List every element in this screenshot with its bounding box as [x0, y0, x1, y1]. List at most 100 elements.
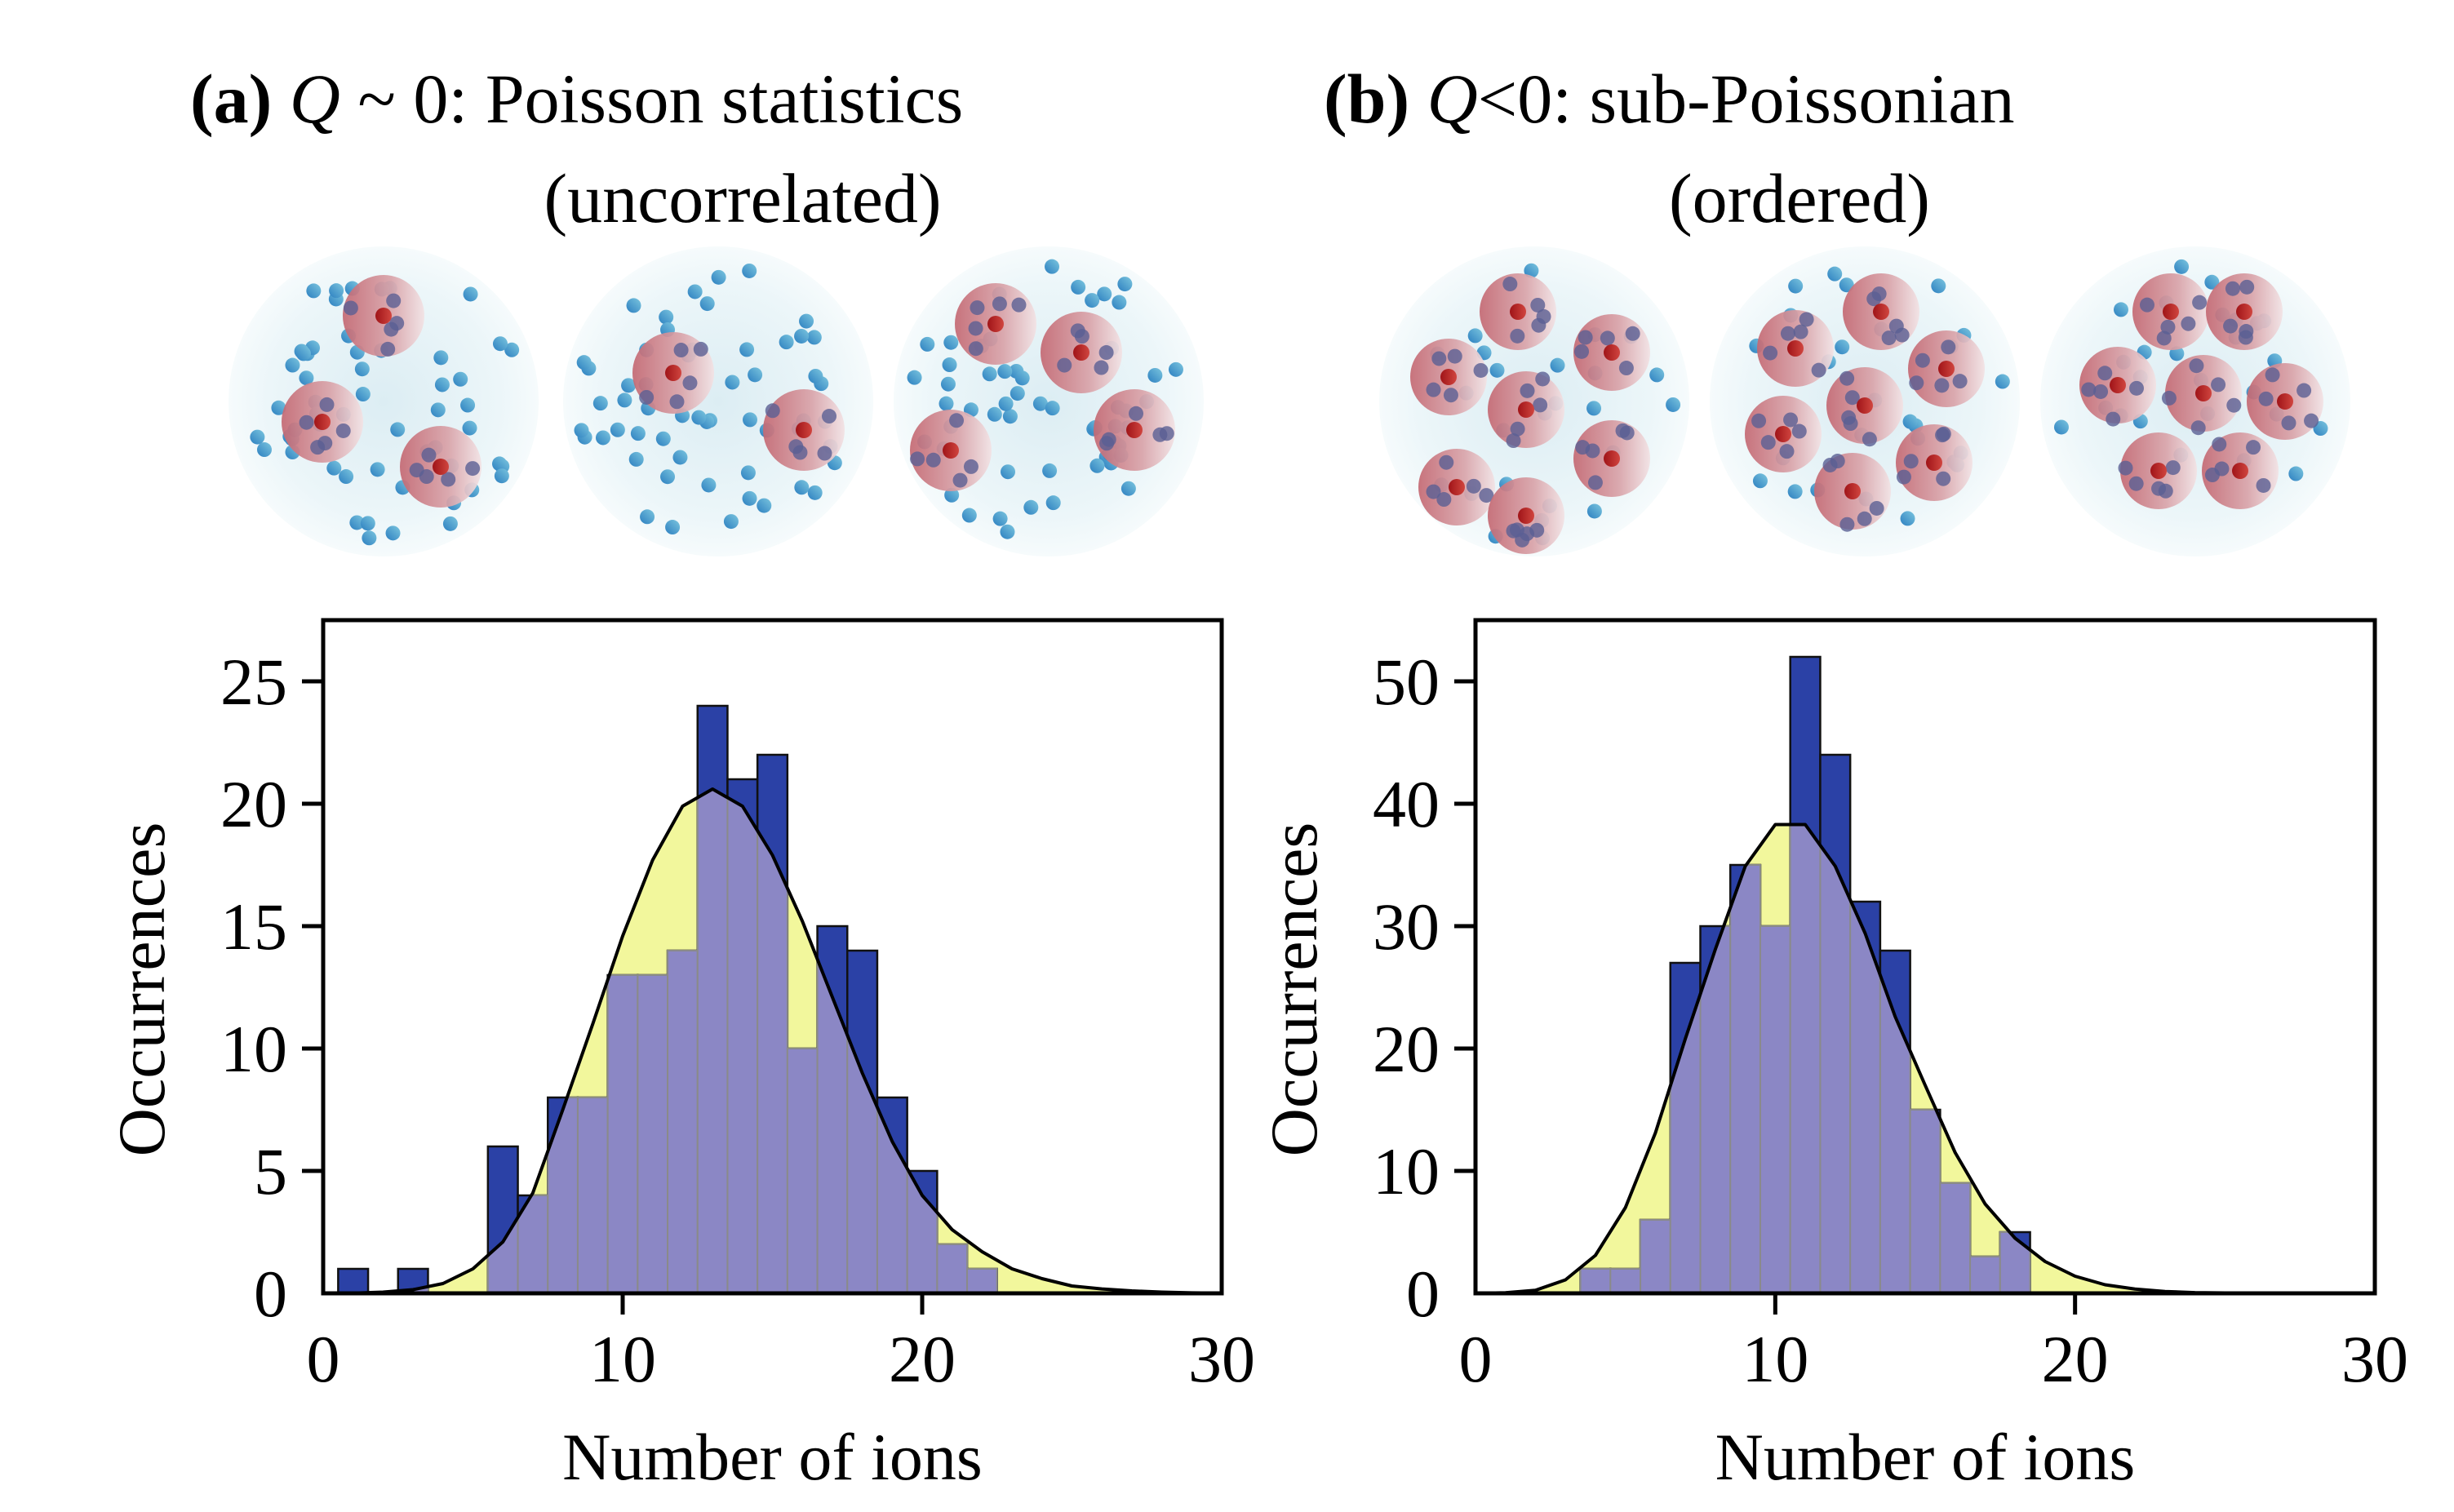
bound-ion [1535, 371, 1551, 387]
bound-ion [1862, 432, 1877, 447]
ion [1752, 473, 1768, 489]
x-tick-label: 30 [1188, 1322, 1255, 1396]
cluster-core [375, 308, 392, 324]
ion [349, 515, 365, 530]
y-tick-label: 50 [1373, 645, 1440, 719]
cluster-core [1518, 508, 1534, 524]
ion [799, 313, 814, 329]
overlap-bar [786, 1048, 819, 1293]
ion-cloud [1710, 246, 2020, 556]
ion [987, 406, 1002, 422]
bound-ion [1869, 500, 1884, 516]
ion-cluster [1573, 420, 1650, 497]
bound-ion [682, 375, 698, 391]
ion [630, 426, 646, 441]
bound-ion [1466, 478, 1481, 494]
panel-b-q-relation: <0: [1478, 60, 1590, 138]
bound-ion [1587, 475, 1603, 490]
bound-ion [1811, 362, 1826, 378]
bound-ion [1099, 436, 1115, 451]
bound-ion [2211, 377, 2226, 392]
bound-ion [1839, 517, 1855, 532]
bound-ion [1936, 471, 1951, 486]
cluster-core [1926, 454, 1942, 471]
ion-cloud [563, 246, 873, 556]
bound-ion [1520, 383, 1535, 398]
bound-ion [441, 472, 456, 487]
cluster-core [2195, 385, 2212, 401]
cluster-core [2150, 463, 2167, 479]
ion-cluster [1843, 273, 1919, 350]
bound-ion [465, 461, 481, 477]
bound-ion [2128, 380, 2144, 396]
ion [794, 480, 810, 495]
overlap-bar [1640, 1219, 1671, 1293]
ion [463, 286, 478, 302]
ion [723, 514, 739, 530]
overlap-bar [606, 974, 639, 1293]
y-axis-label: Occurrences [104, 823, 179, 1157]
ion [739, 342, 755, 357]
x-tick-label: 10 [589, 1322, 656, 1396]
bound-ion [817, 446, 832, 461]
histogram-bar [337, 1267, 370, 1295]
overlap-bar [637, 974, 669, 1293]
bound-ion [1529, 522, 1545, 538]
bound-ion [2265, 367, 2280, 383]
bound-ion [2139, 297, 2154, 313]
bound-ion [2226, 397, 2242, 413]
bound-ion [2239, 324, 2254, 339]
bound-ion [1952, 374, 1968, 389]
ion-cluster [282, 381, 363, 463]
bound-ion [299, 415, 314, 430]
bound-ion [970, 300, 985, 316]
bound-ion [2093, 384, 2109, 399]
overlap-bar [667, 950, 699, 1293]
bound-ion [949, 413, 965, 428]
ion-cluster [1418, 449, 1495, 525]
bound-ion [788, 439, 804, 454]
ion [2174, 259, 2190, 274]
ion-cluster [1814, 453, 1891, 532]
bound-ion [1533, 397, 1548, 413]
bound-ion [2225, 281, 2240, 296]
overlap-bar [1789, 824, 1822, 1293]
bound-ion [1793, 324, 1808, 339]
bound-ion [639, 389, 655, 405]
y-tick-label: 0 [254, 1257, 287, 1331]
x-tick-label: 10 [1742, 1322, 1808, 1396]
ion [1097, 286, 1112, 302]
ion-cloud [2040, 246, 2350, 556]
ion-cluster [955, 283, 1036, 365]
ion-cluster [1573, 314, 1650, 391]
cluster-core [1938, 361, 1955, 377]
panel-a-title-line1: (a) Q ~ 0: Poisson statistics [190, 60, 963, 138]
bound-ion [2258, 391, 2274, 406]
overlap-bar [1759, 925, 1791, 1293]
overlap-bar [576, 1097, 609, 1293]
ion [628, 451, 644, 467]
y-tick-label: 40 [1373, 767, 1440, 841]
y-tick-label: 10 [220, 1012, 287, 1086]
ion [433, 350, 449, 366]
panel-b-q-symbol: Q [1427, 60, 1478, 138]
overlap-bar [936, 1244, 969, 1293]
bound-ion [1763, 345, 1778, 361]
cloud-sphere [563, 246, 873, 556]
ion [687, 284, 703, 299]
overlap-bar [1699, 925, 1732, 1293]
overlap-bar [1729, 864, 1761, 1293]
x-tick-label: 0 [1459, 1322, 1493, 1396]
panel-b-title: (b) Q<0: sub-Poissonian (ordered) [1324, 60, 2014, 237]
bound-ion [1506, 433, 1521, 449]
bound-ion [2190, 420, 2206, 436]
ion [326, 460, 342, 476]
ion [907, 370, 922, 385]
ion [329, 283, 344, 299]
ion [1666, 397, 1681, 412]
ion [939, 396, 954, 411]
ion [992, 511, 1008, 526]
ion [592, 396, 608, 411]
ion-cluster [2132, 273, 2209, 350]
ion [494, 468, 509, 484]
